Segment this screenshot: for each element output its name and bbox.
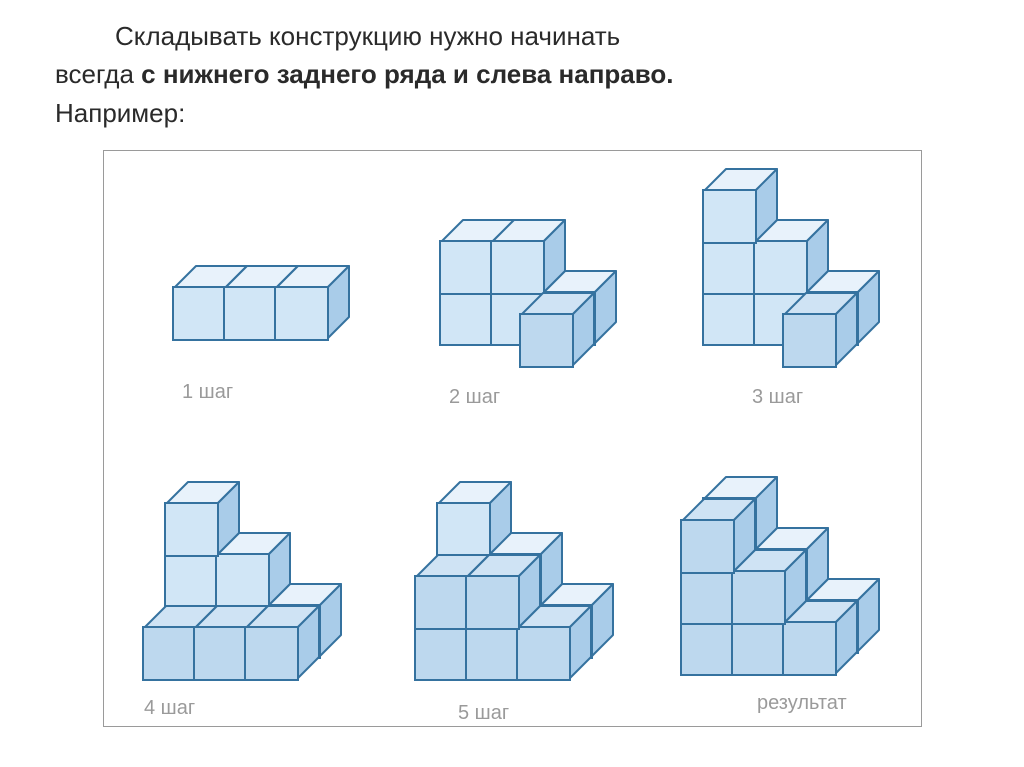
heading-text: Складывать конструкцию нужно начинать вс… <box>55 18 965 93</box>
cube-front-face <box>439 291 494 346</box>
cube-front-face <box>436 502 491 557</box>
caption-step2: 2 шаг <box>449 386 500 409</box>
caption-step1: 1 шаг <box>182 381 233 404</box>
figure-box: 1 шаг 2 шаг 3 шаг 4 шаг 5 шаг результат <box>103 150 922 727</box>
cube-front-face <box>164 553 219 608</box>
intro-line1: Складывать конструкцию нужно начинать <box>115 21 620 51</box>
panel-step1: 1 шаг <box>122 171 372 411</box>
cube-front-face <box>164 502 219 557</box>
intro-line2a: всегда <box>55 59 141 89</box>
cube-front-face <box>414 626 469 681</box>
cube-front-face <box>193 626 248 681</box>
cube-front-face <box>142 626 197 681</box>
cube-front-face <box>680 621 735 676</box>
cube-front-face <box>244 626 299 681</box>
cube-front-face <box>782 313 837 368</box>
intro-line2b: с нижнего заднего ряда и слева направо. <box>141 59 673 89</box>
cube-front-face <box>702 240 757 295</box>
cube-front-face <box>215 553 270 608</box>
cube-front-face <box>414 575 469 630</box>
cube-front-face <box>680 519 735 574</box>
page: Складывать конструкцию нужно начинать вс… <box>0 0 1024 767</box>
cube-front-face <box>782 621 837 676</box>
panel-step3: 3 шаг <box>652 161 912 411</box>
cube-front-face <box>731 621 786 676</box>
cube-front-face <box>753 240 808 295</box>
cube-front-face <box>731 570 786 625</box>
panel-step5: 5 шаг <box>386 439 656 724</box>
cube-front-face <box>465 626 520 681</box>
cube-front-face <box>680 570 735 625</box>
cube-front-face <box>516 626 571 681</box>
cube-front-face <box>439 240 494 295</box>
panel-result: результат <box>652 439 922 719</box>
panel-step4: 4 шаг <box>114 439 384 719</box>
cube-front-face <box>274 286 329 341</box>
cube-front-face <box>519 313 574 368</box>
cube-front-face <box>223 286 278 341</box>
example-label: Например: <box>55 98 185 129</box>
caption-step4: 4 шаг <box>144 697 195 720</box>
cube-front-face <box>172 286 227 341</box>
panel-step2: 2 шаг <box>389 171 649 411</box>
cube-front-face <box>465 575 520 630</box>
caption-step3: 3 шаг <box>752 386 803 409</box>
cube-front-face <box>702 291 757 346</box>
cube-front-face <box>702 189 757 244</box>
cube-front-face <box>490 240 545 295</box>
caption-step5: 5 шаг <box>458 702 509 725</box>
caption-result: результат <box>757 692 847 715</box>
